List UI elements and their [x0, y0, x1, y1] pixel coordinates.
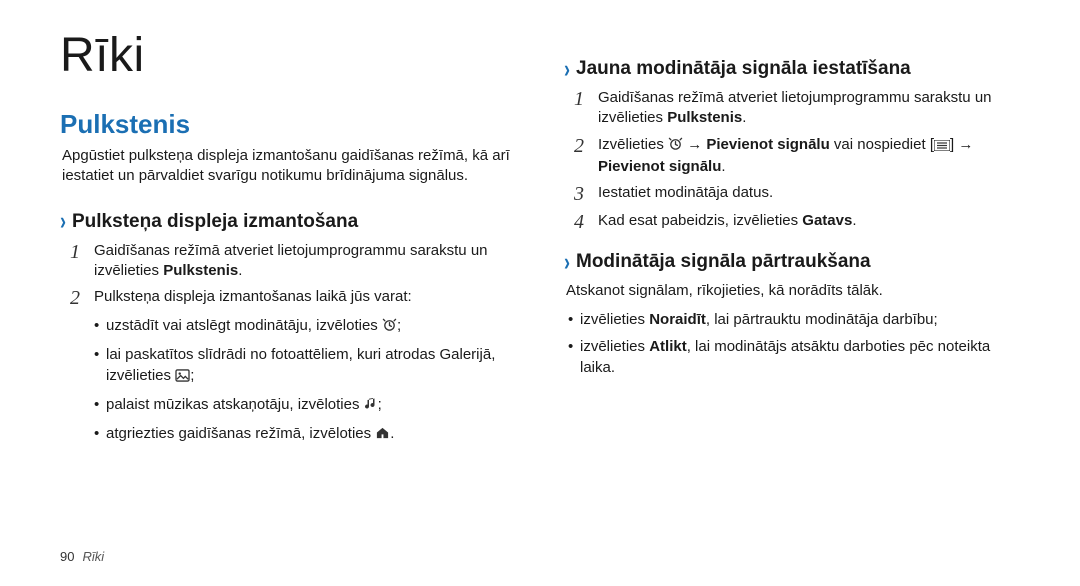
- text-frag: ;: [397, 317, 401, 334]
- text-frag: izvēlieties: [580, 311, 649, 328]
- text-frag: Gaidīšanas režīmā atveriet lietojumprogr…: [94, 242, 488, 279]
- bullet-item: palaist mūzikas atskaņotāju, izvēloties …: [94, 394, 516, 417]
- text-bold: Pievienot signālu: [706, 136, 829, 153]
- text-bold: Pulkstenis: [163, 262, 238, 279]
- text-frag: .: [390, 425, 394, 442]
- footer-label: Rīki: [82, 549, 104, 564]
- text-bold: Pulkstenis: [667, 109, 742, 126]
- bullet-item: izvēlieties Atlikt, lai modinātājs atsāk…: [568, 336, 1020, 378]
- step-2: 2 Pulksteņa displeja izmantošanas laikā …: [60, 287, 516, 309]
- text-frag: .: [721, 158, 725, 175]
- step-2: 2 Izvēlieties → Pievienot signālu vai no…: [564, 135, 1020, 178]
- text-frag: .: [852, 212, 856, 229]
- step-number: 2: [70, 287, 86, 309]
- subheading-text: Pulksteņa displeja izmantošana: [72, 211, 358, 233]
- text-frag: izvēlieties: [580, 338, 649, 355]
- page-title: Rīki: [60, 28, 516, 83]
- step-number: 1: [70, 241, 86, 282]
- text-frag: ;: [378, 396, 382, 413]
- text-frag: ] →: [950, 136, 973, 153]
- text-frag: Izvēlieties: [598, 136, 668, 153]
- chevron-icon: ›: [564, 54, 570, 83]
- right-column: › Jauna modinātāja signāla iestatīšana 1…: [564, 28, 1020, 452]
- text-frag: atgriezties gaidīšanas režīmā, izvēlotie…: [106, 425, 375, 442]
- manual-page: Rīki Pulkstenis Apgūstiet pulksteņa disp…: [0, 0, 1080, 586]
- subheading-text: Modinātāja signāla pārtraukšana: [576, 251, 871, 273]
- chevron-icon: ›: [60, 207, 66, 236]
- subheading-new-alarm: › Jauna modinātāja signāla iestatīšana: [564, 58, 1020, 80]
- page-footer: 90 Rīki: [60, 549, 104, 564]
- step-text: Iestatiet modinātāja datus.: [598, 183, 1020, 205]
- step-text: Gaidīšanas režīmā atveriet lietojumprogr…: [598, 88, 1020, 129]
- step-number: 1: [574, 88, 590, 129]
- home-icon: [375, 425, 390, 446]
- step-number: 3: [574, 183, 590, 205]
- step-1: 1 Gaidīšanas režīmā atveriet lietojumpro…: [60, 241, 516, 282]
- music-note-icon: [364, 396, 378, 417]
- text-frag: lai paskatītos slīdrādi no fotoattēliem,…: [106, 346, 495, 384]
- gallery-icon: [175, 367, 190, 388]
- text-frag: Kad esat pabeidzis, izvēlieties: [598, 212, 802, 229]
- page-number: 90: [60, 549, 74, 564]
- alarm-clock-icon: [382, 317, 397, 338]
- text-frag: .: [742, 109, 746, 126]
- bullet-item: atgriezties gaidīšanas režīmā, izvēlotie…: [94, 423, 516, 446]
- text-frag: uzstādīt vai atslēgt modinātāju, izvēlot…: [106, 317, 382, 334]
- step-text: Izvēlieties → Pievienot signālu vai nosp…: [598, 135, 1020, 178]
- step-text: Kad esat pabeidzis, izvēlieties Gatavs.: [598, 211, 1020, 233]
- text-bold: Atlikt: [649, 338, 687, 355]
- text-frag: →: [683, 136, 706, 153]
- step-number: 2: [574, 135, 590, 178]
- step-4: 4 Kad esat pabeidzis, izvēlieties Gatavs…: [564, 211, 1020, 233]
- text-bold: Pievienot signālu: [598, 158, 721, 175]
- step-text: Gaidīšanas režīmā atveriet lietojumprogr…: [94, 241, 516, 282]
- step-3: 3 Iestatiet modinātāja datus.: [564, 183, 1020, 205]
- subheading-text: Jauna modinātāja signāla iestatīšana: [576, 58, 911, 80]
- subheading-clock-display: › Pulksteņa displeja izmantošana: [60, 211, 516, 233]
- step-text: Pulksteņa displeja izmantošanas laikā jū…: [94, 287, 516, 309]
- text-bold: Noraidīt: [649, 311, 706, 328]
- text-frag: .: [238, 262, 242, 279]
- bullet-item: izvēlieties Noraidīt, lai pārtrauktu mod…: [568, 309, 1020, 330]
- text-frag: Gaidīšanas režīmā atveriet lietojumprogr…: [598, 89, 992, 126]
- text-frag: ;: [190, 367, 194, 384]
- bullet-list: izvēlieties Noraidīt, lai pārtrauktu mod…: [564, 309, 1020, 378]
- text-frag: , lai pārtrauktu modinātāja darbību;: [706, 311, 938, 328]
- text-bold: Gatavs: [802, 212, 852, 229]
- menu-key-icon: [934, 137, 950, 157]
- step-1: 1 Gaidīšanas režīmā atveriet lietojumpro…: [564, 88, 1020, 129]
- text-frag: palaist mūzikas atskaņotāju, izvēloties: [106, 396, 364, 413]
- left-column: Rīki Pulkstenis Apgūstiet pulksteņa disp…: [60, 28, 516, 452]
- two-column-layout: Rīki Pulkstenis Apgūstiet pulksteņa disp…: [60, 28, 1020, 452]
- section-heading: Pulkstenis: [60, 109, 516, 140]
- paragraph: Atskanot signālam, rīkojieties, kā norād…: [564, 281, 1020, 301]
- section-intro: Apgūstiet pulksteņa displeja izmantošanu…: [60, 146, 516, 187]
- step-number: 4: [574, 211, 590, 233]
- bullet-item: lai paskatītos slīdrādi no fotoattēliem,…: [94, 344, 516, 388]
- bullet-list: uzstādīt vai atslēgt modinātāju, izvēlot…: [60, 315, 516, 446]
- alarm-clock-icon: [668, 136, 683, 157]
- text-frag: vai nospiediet [: [830, 136, 934, 153]
- bullet-item: uzstādīt vai atslēgt modinātāju, izvēlot…: [94, 315, 516, 338]
- chevron-icon: ›: [564, 247, 570, 276]
- subheading-stop-alarm: › Modinātāja signāla pārtraukšana: [564, 251, 1020, 273]
